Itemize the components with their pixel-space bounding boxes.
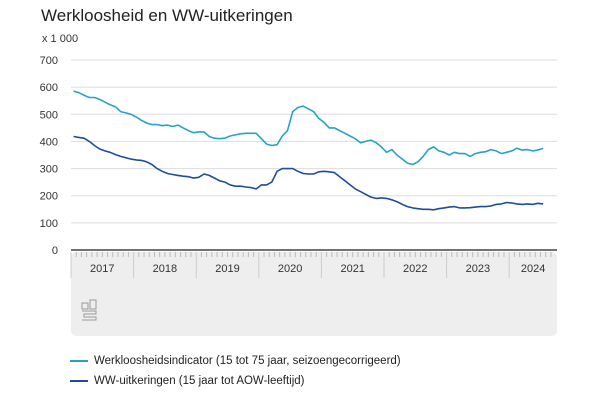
x-tick-label: 2024 xyxy=(521,263,545,275)
y-tick-label: 500 xyxy=(40,109,58,121)
x-tick-label: 2023 xyxy=(466,263,490,275)
y-tick-label: 300 xyxy=(40,164,58,176)
x-tick-label: 2017 xyxy=(90,263,114,275)
series-line-ww xyxy=(73,135,544,211)
legend-label: Werkloosheidsindicator (15 tot 75 jaar, … xyxy=(94,355,401,367)
x-tick-label: 2021 xyxy=(340,263,364,275)
legend-item-ww[interactable]: WW-uitkeringen (15 jaar tot AOW-leeftijd… xyxy=(70,375,304,387)
x-axis-band xyxy=(71,252,557,336)
y-tick-label: 700 xyxy=(40,55,58,67)
legend-item-werkloosheid[interactable]: Werkloosheidsindicator (15 tot 75 jaar, … xyxy=(70,355,401,367)
y-tick-label: 400 xyxy=(40,136,58,148)
y-tick-label: 100 xyxy=(40,218,58,230)
y-axis-unit: x 1 000 xyxy=(42,33,79,45)
x-tick-label: 2019 xyxy=(215,263,239,275)
y-tick-label: 0 xyxy=(52,245,58,257)
legend-swatch xyxy=(70,360,88,362)
y-tick-label: 200 xyxy=(40,191,58,203)
x-tick-label: 2018 xyxy=(153,263,177,275)
x-tick-label: 2020 xyxy=(278,263,302,275)
chart-title: Werkloosheid en WW-uitkeringen xyxy=(41,6,293,25)
series-line-werkloosheid xyxy=(73,90,544,166)
legend-swatch xyxy=(70,380,88,382)
x-tick-label: 2022 xyxy=(403,263,427,275)
cbs-logo xyxy=(81,299,97,321)
legend-label: WW-uitkeringen (15 jaar tot AOW-leeftijd… xyxy=(94,375,305,387)
y-tick-label: 600 xyxy=(40,82,58,94)
